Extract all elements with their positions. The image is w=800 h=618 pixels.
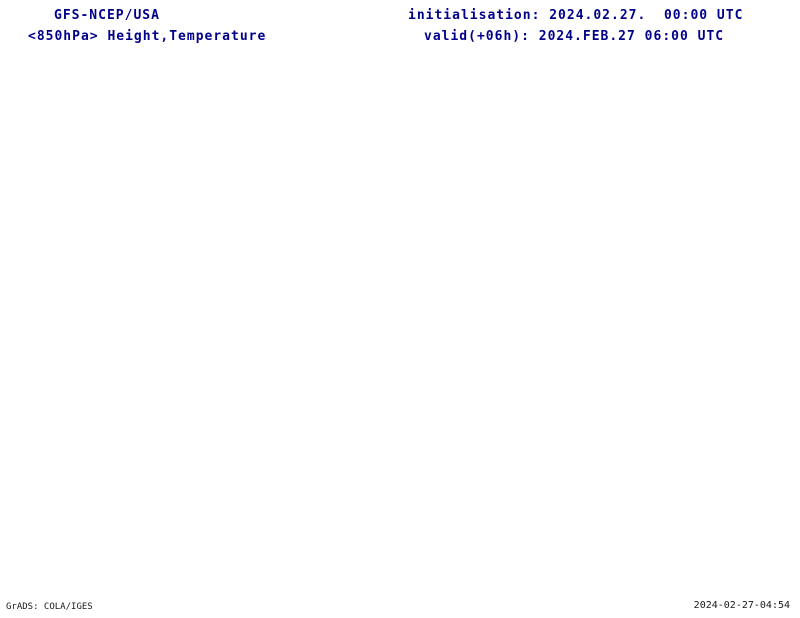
valid-time-label: valid(+06h): 2024.FEB.27 06:00 UTC <box>424 29 725 44</box>
grads-watermark: GrADS: COLA/IGES <box>6 602 93 612</box>
init-time-label: initialisation: 2024.02.27. 00:00 UTC <box>408 8 744 23</box>
field-title: <850hPa> Height,Temperature <box>28 29 267 44</box>
render-timestamp: 2024-02-27-04:54 <box>693 600 790 611</box>
model-title: GFS-NCEP/USA <box>54 8 160 23</box>
